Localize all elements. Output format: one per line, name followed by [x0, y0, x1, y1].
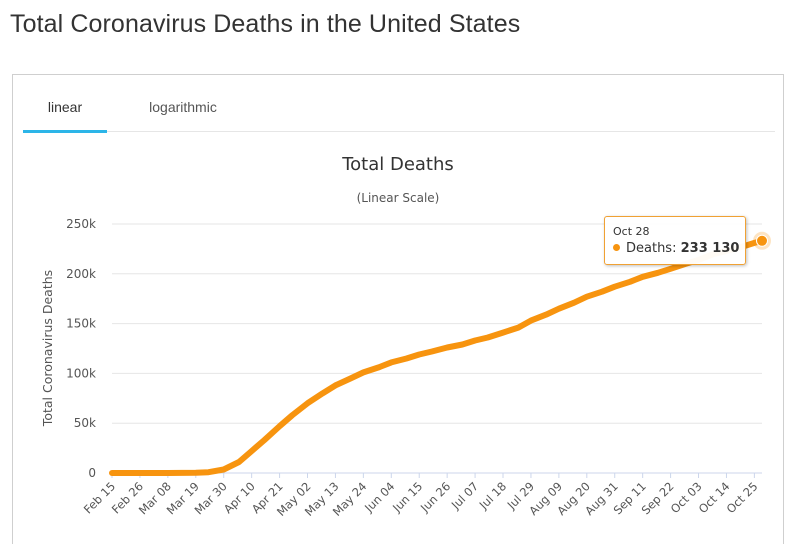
- x-tick-label: Jun 04: [361, 479, 397, 515]
- data-tooltip: Oct 28 Deaths: 233 130: [604, 216, 746, 265]
- data-point: [756, 234, 768, 247]
- y-tick-label: 250k: [66, 217, 96, 231]
- tooltip-date: Oct 28: [613, 225, 650, 238]
- chart-panel: linear logarithmic: [12, 74, 784, 544]
- y-tick-label: 100k: [66, 366, 96, 380]
- tooltip-series-marker-icon: [613, 244, 620, 251]
- tooltip-series-name: Deaths: [626, 241, 673, 256]
- series-line-deaths: [109, 237, 765, 476]
- series-deaths: [109, 231, 771, 476]
- x-tick-label: Jul 18: [476, 479, 509, 512]
- tooltip-value: 233 130: [680, 241, 740, 256]
- tab-logarithmic[interactable]: logarithmic: [149, 99, 217, 115]
- x-tick-label: Jun 15: [389, 479, 425, 515]
- y-tick-labels: 0 50k 100k 150k 200k 250k: [66, 217, 96, 480]
- x-tick-label: Jun 26: [417, 479, 453, 515]
- y-tick-label: 200k: [66, 267, 96, 281]
- x-tick-label: Oct 25: [724, 479, 761, 516]
- y-axis-label: Total Coronavirus Deaths: [40, 270, 55, 427]
- page-title: Total Coronavirus Deaths in the United S…: [10, 10, 521, 38]
- tooltip-row: Deaths: 233 130: [613, 241, 739, 256]
- y-tick-label: 0: [88, 466, 96, 480]
- scale-tabs: linear logarithmic: [23, 75, 775, 133]
- chart-title: Total Deaths: [341, 154, 454, 175]
- x-tick-label: Jul 07: [448, 479, 481, 512]
- y-tick-label: 50k: [74, 416, 96, 430]
- tab-linear[interactable]: linear: [23, 75, 107, 133]
- chart-subtitle: (Linear Scale): [357, 191, 440, 205]
- y-tick-label: 150k: [66, 317, 96, 331]
